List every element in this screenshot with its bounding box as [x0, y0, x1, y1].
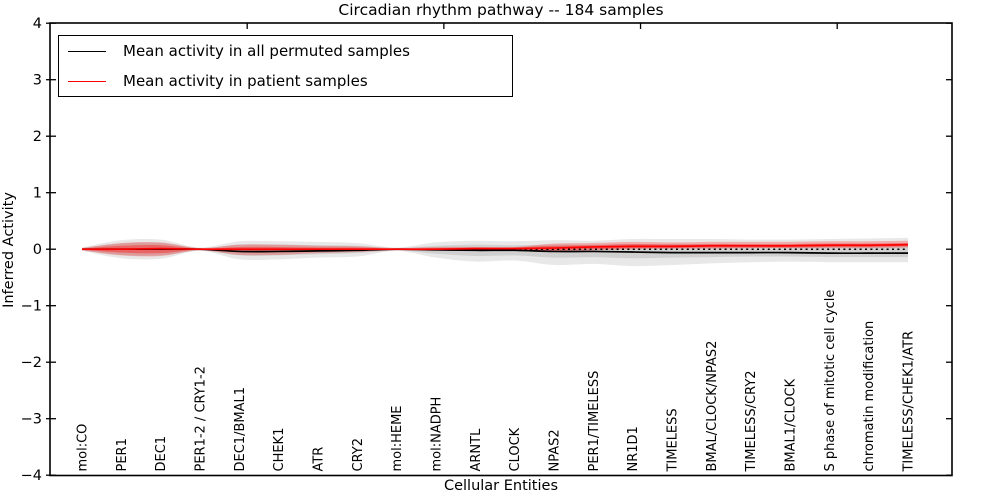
- patient-line-swatch: [68, 80, 106, 82]
- x-category-label: BMAL1/CLOCK: [783, 378, 798, 471]
- y-tick-label: 2: [33, 129, 42, 145]
- x-category-label: S phase of mitotic cell cycle: [823, 290, 838, 472]
- y-tick-label: 4: [33, 16, 42, 32]
- band-permuted-range-outer: [82, 237, 908, 267]
- x-category-label: PER1/TIMELESS: [587, 371, 602, 472]
- x-category-label: ARNTL: [469, 428, 484, 472]
- x-category-label: CLOCK: [508, 427, 523, 471]
- permuted-mean-line: [82, 248, 908, 255]
- x-axis-label: Cellular Entities: [443, 478, 559, 494]
- x-category-label: DEC1: [154, 436, 169, 472]
- y-tick-label: −1: [21, 299, 42, 315]
- legend-label-patient: Mean activity in patient samples: [123, 72, 368, 90]
- legend-item-patient: Mean activity in patient samples: [59, 66, 512, 96]
- y-tick-label: 1: [33, 186, 42, 202]
- x-category-label: NR1D1: [626, 426, 641, 471]
- legend-item-permuted: Mean activity in all permuted samples: [59, 36, 512, 66]
- permuted-line-swatch: [68, 50, 106, 52]
- x-category-label: mol:HEME: [390, 405, 405, 471]
- y-tick-label: −3: [21, 412, 42, 428]
- x-category-label: mol:CO: [76, 424, 91, 472]
- y-tick-label: −2: [21, 355, 42, 371]
- x-category-label: CRY2: [351, 438, 366, 472]
- x-category-label: TIMELESS/CHEK1/ATR: [901, 331, 916, 473]
- x-category-label: ATR: [311, 447, 326, 472]
- legend-box: Mean activity in all permuted samples Me…: [58, 35, 513, 97]
- x-category-label: mol:NADPH: [429, 397, 444, 472]
- x-category-label: PER1: [115, 438, 130, 471]
- x-category-label: PER1-2 / CRY1-2: [193, 366, 208, 471]
- y-tick-label: 3: [33, 73, 42, 89]
- x-category-label: CHEK1: [272, 428, 287, 472]
- x-category-label: DEC1/BMAL1: [233, 387, 248, 472]
- x-category-label: TIMELESS: [665, 408, 680, 472]
- y-axis-label: Inferred Activity: [1, 192, 17, 308]
- x-category-label: TIMELESS/CRY2: [744, 370, 759, 472]
- x-category-label: NPAS2: [547, 429, 562, 471]
- chart-title: Circadian rhythm pathway -- 184 samples: [338, 1, 664, 19]
- patient-mean-line: [81, 243, 909, 251]
- x-category-label: chromatin modification: [862, 321, 877, 472]
- x-category-label: BMAL/CLOCK/NPAS2: [705, 341, 720, 472]
- legend-label-permuted: Mean activity in all permuted samples: [123, 42, 410, 60]
- y-tick-label: 0: [33, 242, 42, 258]
- y-tick-label: −4: [21, 468, 42, 484]
